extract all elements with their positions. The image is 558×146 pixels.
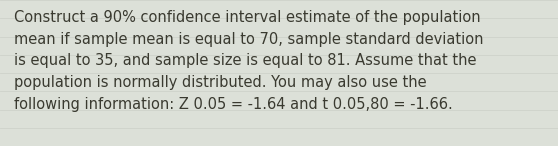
Text: Construct a 90% confidence interval estimate of the population
mean if sample me: Construct a 90% confidence interval esti…	[14, 10, 483, 112]
